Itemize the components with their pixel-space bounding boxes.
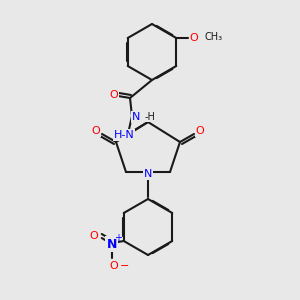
Text: -H: -H <box>145 112 156 122</box>
Text: O: O <box>89 231 98 241</box>
Text: O: O <box>110 261 118 271</box>
Text: O: O <box>110 90 118 100</box>
Text: CH₃: CH₃ <box>204 32 222 42</box>
Text: N: N <box>132 112 140 122</box>
Text: O: O <box>196 126 204 136</box>
Text: +: + <box>114 233 122 243</box>
Text: N: N <box>106 238 117 250</box>
Text: H-N: H-N <box>114 130 135 140</box>
Text: N: N <box>144 169 152 179</box>
Text: −: − <box>120 261 129 271</box>
Text: O: O <box>190 33 199 43</box>
Text: O: O <box>92 126 100 136</box>
